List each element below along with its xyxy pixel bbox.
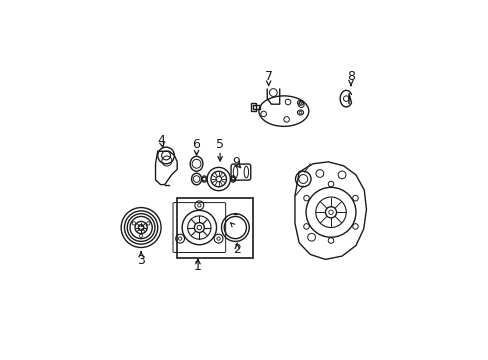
- Text: 3: 3: [137, 254, 145, 267]
- Text: 4: 4: [157, 134, 165, 147]
- Text: 8: 8: [346, 70, 354, 83]
- Bar: [177, 198, 253, 258]
- Text: 2: 2: [233, 243, 241, 256]
- Text: 9: 9: [231, 157, 240, 170]
- Text: 6: 6: [192, 138, 200, 151]
- Text: 7: 7: [264, 70, 272, 83]
- Text: 1: 1: [194, 260, 202, 273]
- Text: 5: 5: [216, 138, 224, 151]
- Bar: [250, 103, 255, 111]
